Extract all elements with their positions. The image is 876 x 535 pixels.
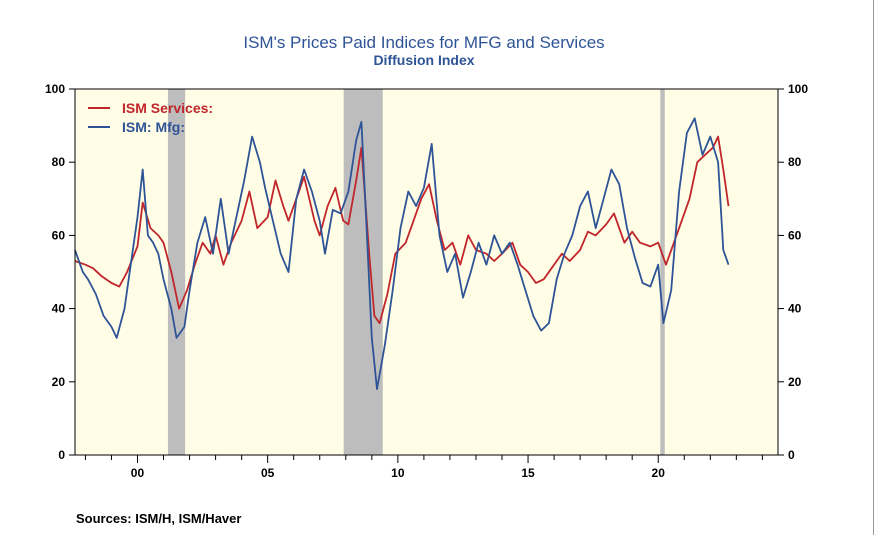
series-line [74, 135, 730, 325]
y-tick-label-right: 20 [788, 375, 802, 389]
recession-band [167, 89, 186, 455]
x-tick-label: 10 [391, 466, 405, 480]
y-tick-label-right: 40 [788, 302, 802, 316]
y-tick-label-right: 80 [788, 155, 802, 169]
x-tick-label: 15 [521, 466, 535, 480]
x-tick-label: 20 [652, 466, 666, 480]
x-tick-label: 00 [131, 466, 145, 480]
y-tick-label-left: 60 [52, 228, 66, 242]
x-tick-label: 05 [261, 466, 275, 480]
y-tick-label-left: 0 [58, 448, 65, 462]
y-tick-label-left: 20 [52, 375, 66, 389]
y-tick-label-right: 100 [788, 82, 808, 96]
legend-label: ISM: Mfg: [122, 119, 185, 135]
y-tick-label-right: 0 [788, 448, 795, 462]
legend: ISM Services: ISM: Mfg: [88, 100, 213, 135]
chart-subtitle: Diffusion Index [373, 52, 474, 68]
legend-label: ISM Services: [122, 100, 213, 116]
series-line [74, 117, 730, 390]
y-tick-label-left: 40 [52, 302, 66, 316]
series-lines [74, 117, 730, 390]
plot-frame [74, 88, 779, 456]
source-note: Sources: ISM/H, ISM/Haver [76, 511, 242, 526]
y-tick-label-left: 80 [52, 155, 66, 169]
y-tick-label-left: 100 [45, 82, 65, 96]
y-tick-label-right: 60 [788, 228, 802, 242]
window-edge [873, 0, 874, 535]
recession-band [660, 89, 665, 455]
chart-title: ISM's Prices Paid Indices for MFG and Se… [243, 33, 604, 52]
